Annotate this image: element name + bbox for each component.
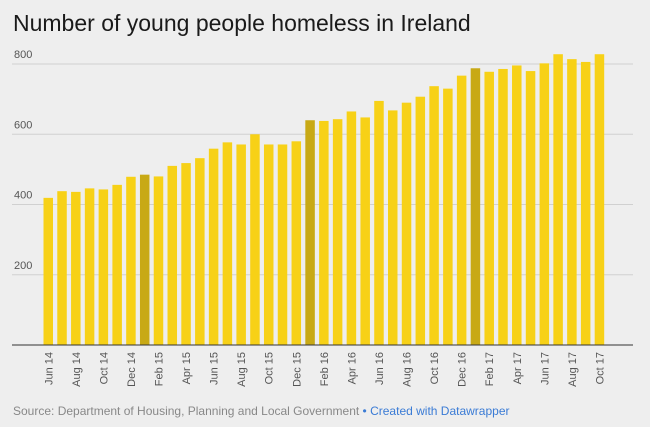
bar [332, 119, 343, 345]
bar [456, 75, 467, 345]
bar [319, 120, 329, 345]
x-tick-label: Oct 17 [594, 352, 606, 384]
bar [263, 144, 274, 345]
bar [553, 54, 563, 345]
x-tick-label: Apr 16 [346, 352, 358, 384]
bar [57, 191, 67, 345]
bar [567, 59, 577, 345]
x-tick-label: Feb 17 [484, 352, 496, 386]
footer-separator: • [362, 404, 367, 418]
bar [153, 176, 164, 345]
source-note: Source: Department of Housing, Planning … [13, 404, 360, 418]
bar [374, 100, 384, 345]
bar [291, 141, 302, 345]
x-tick-label: Oct 15 [264, 352, 276, 384]
bar-chart: 200 400 600 800 Jun 14 Aug 14 Oct 14 Dec 14 Feb… [12, 49, 633, 387]
bar [525, 71, 536, 346]
bar [594, 54, 605, 345]
x-tick-label: Feb 16 [319, 352, 331, 386]
bar [401, 102, 412, 345]
chart-title: Number of young people homeless in Irela… [13, 10, 471, 36]
bar [112, 184, 122, 345]
bar [167, 165, 178, 345]
y-tick-label: 200 [14, 260, 32, 272]
x-tick-label: Dec 14 [126, 352, 138, 387]
x-tick-label: Feb 15 [153, 352, 165, 386]
bar [580, 61, 591, 345]
x-tick-label: Aug 15 [236, 352, 248, 387]
bar [415, 96, 426, 345]
bar [498, 68, 508, 345]
y-tick-label: 800 [14, 49, 32, 61]
x-axis-ticks: Jun 14 Aug 14 Oct 14 Dec 14 Feb 15 Apr 15 Jun … [43, 352, 606, 387]
bar [250, 134, 260, 345]
bar [512, 65, 522, 345]
bar [222, 142, 233, 345]
bar [43, 197, 53, 345]
x-tick-label: Aug 16 [402, 352, 414, 387]
x-tick-label: Aug 17 [567, 352, 579, 387]
bar [195, 158, 205, 345]
x-tick-label: Jun 16 [374, 352, 386, 385]
x-tick-label: Aug 14 [71, 352, 83, 387]
bar [388, 110, 398, 346]
bar [84, 188, 95, 345]
x-tick-label: Jun 17 [539, 352, 551, 385]
chart-footer: Source: Department of Housing, Planning … [13, 404, 510, 418]
y-tick-label: 600 [14, 119, 32, 131]
bar [305, 120, 315, 345]
bar [236, 144, 246, 345]
x-tick-label: Apr 17 [512, 352, 524, 384]
bars [43, 54, 605, 346]
bar [470, 68, 481, 345]
bar [181, 163, 191, 345]
x-tick-label: Apr 15 [181, 352, 193, 384]
bar [277, 144, 288, 345]
bar [71, 191, 81, 345]
x-tick-label: Jun 14 [43, 352, 55, 385]
y-tick-label: 400 [14, 190, 32, 202]
bar [126, 176, 136, 345]
x-tick-label: Oct 16 [429, 352, 441, 384]
bar [484, 71, 494, 346]
x-tick-label: Dec 16 [457, 352, 469, 387]
y-axis-ticks: 200 400 600 800 [14, 49, 32, 272]
bar [443, 88, 453, 345]
bar [98, 189, 109, 345]
bar [346, 111, 357, 345]
x-tick-label: Jun 15 [209, 352, 221, 385]
bar [429, 86, 439, 346]
datawrapper-credit-link[interactable]: Created with Datawrapper [370, 404, 510, 418]
bar [139, 174, 150, 345]
x-tick-label: Oct 14 [98, 352, 110, 384]
x-tick-label: Dec 15 [291, 352, 303, 387]
bar [208, 148, 219, 345]
bar [539, 63, 550, 345]
bar [360, 117, 370, 345]
